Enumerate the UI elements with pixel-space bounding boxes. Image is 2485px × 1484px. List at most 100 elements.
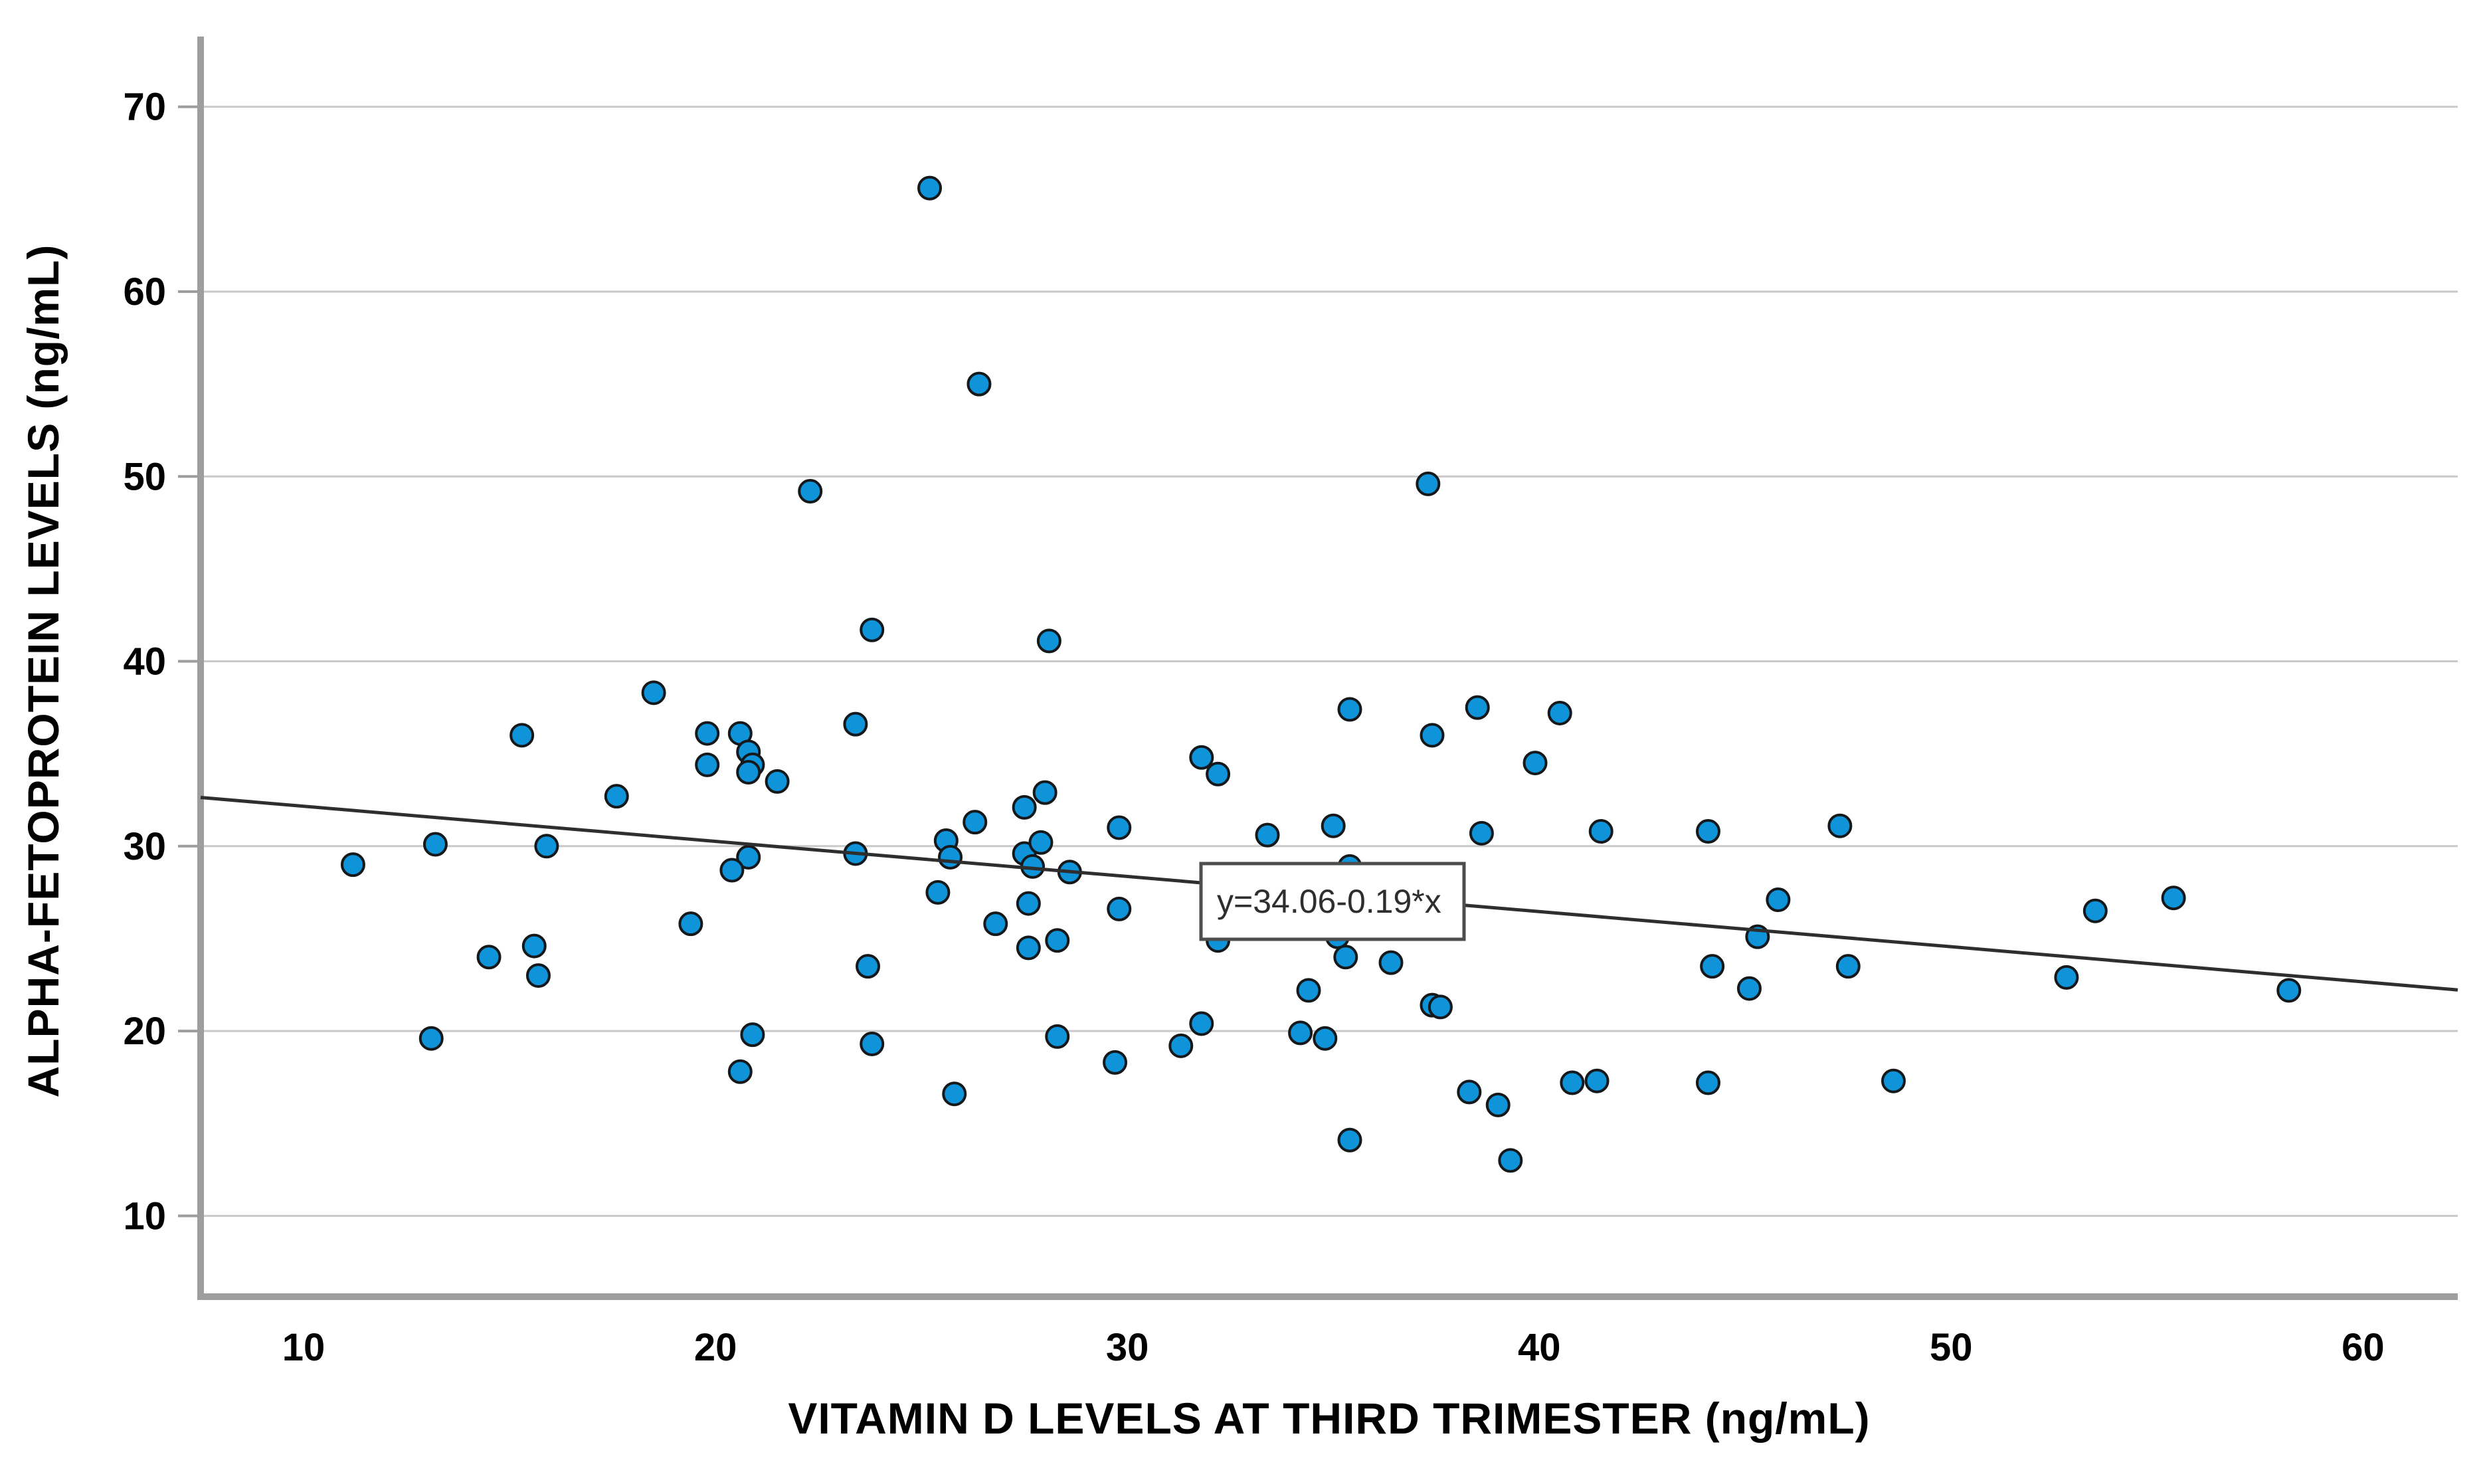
data-point bbox=[2054, 965, 2079, 990]
data-point bbox=[1498, 1148, 1523, 1173]
data-point bbox=[1012, 794, 1037, 820]
data-point bbox=[1016, 891, 1041, 916]
data-point bbox=[917, 175, 943, 201]
y-tick-label-20: 20 bbox=[123, 1010, 166, 1053]
y-tick-label-70: 70 bbox=[123, 86, 166, 129]
data-point bbox=[938, 845, 963, 870]
data-point bbox=[1695, 1070, 1720, 1095]
x-tick-label-50: 50 bbox=[1930, 1326, 1973, 1369]
data-point bbox=[1827, 813, 1853, 838]
data-point bbox=[340, 852, 365, 878]
data-point bbox=[1485, 1092, 1511, 1117]
data-point bbox=[1420, 723, 1445, 748]
data-point bbox=[1378, 950, 1404, 975]
data-point bbox=[860, 617, 885, 642]
data-point bbox=[1465, 695, 1490, 720]
data-point bbox=[1032, 780, 1058, 805]
data-point bbox=[695, 752, 720, 777]
data-point bbox=[1337, 1127, 1362, 1153]
data-point bbox=[1103, 1050, 1128, 1075]
data-point bbox=[1189, 1011, 1214, 1036]
data-point bbox=[678, 911, 703, 937]
data-point bbox=[509, 723, 535, 748]
x-tick-label-60: 60 bbox=[2342, 1326, 2385, 1369]
data-point bbox=[942, 1081, 967, 1107]
axes-layer bbox=[178, 37, 2458, 1300]
data-point bbox=[1588, 819, 1613, 844]
data-point bbox=[1045, 928, 1070, 953]
y-axis-title: ALPHA-FETOPROTEIN LEVELS (ng/mL) bbox=[19, 244, 68, 1098]
equation-label: y=34.06-0.19*x bbox=[1217, 883, 1441, 920]
data-point bbox=[695, 721, 720, 746]
data-point bbox=[476, 945, 502, 970]
data-point bbox=[966, 371, 992, 397]
data-point bbox=[1255, 822, 1280, 848]
data-point bbox=[1695, 819, 1720, 844]
gridlines-layer bbox=[201, 106, 2458, 1217]
data-point bbox=[860, 1032, 885, 1057]
data-point bbox=[1337, 697, 1362, 722]
data-point bbox=[1045, 1024, 1070, 1049]
data-point bbox=[1016, 935, 1041, 961]
data-point bbox=[798, 479, 823, 504]
data-point bbox=[1321, 813, 1346, 838]
data-point bbox=[925, 880, 951, 905]
data-point bbox=[2082, 898, 2108, 923]
data-point bbox=[843, 711, 868, 737]
y-tick-label-50: 50 bbox=[123, 455, 166, 498]
data-point bbox=[1766, 887, 1791, 913]
data-point bbox=[641, 680, 666, 705]
data-point bbox=[1469, 820, 1494, 846]
data-point bbox=[1107, 815, 1132, 840]
y-tick-label-60: 60 bbox=[123, 270, 166, 314]
data-point bbox=[604, 784, 629, 809]
data-point bbox=[418, 1026, 444, 1051]
data-point bbox=[1416, 471, 1441, 496]
data-point bbox=[727, 1059, 753, 1084]
data-point bbox=[1206, 761, 1231, 787]
data-point bbox=[2276, 978, 2302, 1003]
tick-labels-layer: 10 20 30 40 50 60 70 10 20 30 40 50 60 bbox=[123, 86, 2384, 1369]
data-point bbox=[740, 1022, 765, 1048]
data-point bbox=[719, 858, 745, 883]
data-point bbox=[1189, 745, 1214, 770]
data-point bbox=[1835, 954, 1861, 979]
data-point bbox=[736, 760, 761, 785]
scatter-points-layer bbox=[340, 175, 2302, 1173]
x-tick-label-40: 40 bbox=[1518, 1326, 1561, 1369]
data-point bbox=[1584, 1068, 1610, 1093]
data-point bbox=[856, 954, 881, 979]
data-point bbox=[983, 911, 1008, 937]
y-tick-label-10: 10 bbox=[123, 1194, 166, 1238]
data-point bbox=[521, 933, 547, 959]
x-tick-label-10: 10 bbox=[282, 1326, 325, 1369]
x-tick-label-30: 30 bbox=[1106, 1326, 1149, 1369]
data-point bbox=[1296, 978, 1321, 1003]
equation-annotation: y=34.06-0.19*x bbox=[1199, 862, 1466, 941]
data-point bbox=[1333, 945, 1358, 970]
data-point bbox=[1547, 700, 1572, 725]
equation-box bbox=[1199, 862, 1466, 941]
data-point bbox=[736, 845, 761, 870]
data-point bbox=[1522, 751, 1548, 776]
data-point bbox=[963, 810, 988, 835]
data-point bbox=[1168, 1033, 1194, 1058]
x-tick-label-20: 20 bbox=[694, 1326, 737, 1369]
data-point bbox=[1427, 994, 1453, 1020]
data-point bbox=[1036, 628, 1061, 654]
data-point bbox=[1700, 954, 1725, 979]
data-point bbox=[1560, 1070, 1585, 1095]
y-tick-label-30: 30 bbox=[123, 825, 166, 868]
data-point bbox=[1881, 1068, 1906, 1093]
data-point bbox=[2161, 885, 2186, 911]
data-point bbox=[1288, 1020, 1313, 1046]
data-point bbox=[765, 769, 790, 794]
data-point bbox=[1457, 1079, 1482, 1105]
data-point bbox=[422, 832, 448, 857]
data-point bbox=[534, 834, 559, 859]
data-point bbox=[1028, 830, 1054, 855]
x-axis-title: VITAMIN D LEVELS AT THIRD TRIMESTER (ng/… bbox=[788, 1394, 1870, 1443]
data-point bbox=[1107, 896, 1132, 921]
